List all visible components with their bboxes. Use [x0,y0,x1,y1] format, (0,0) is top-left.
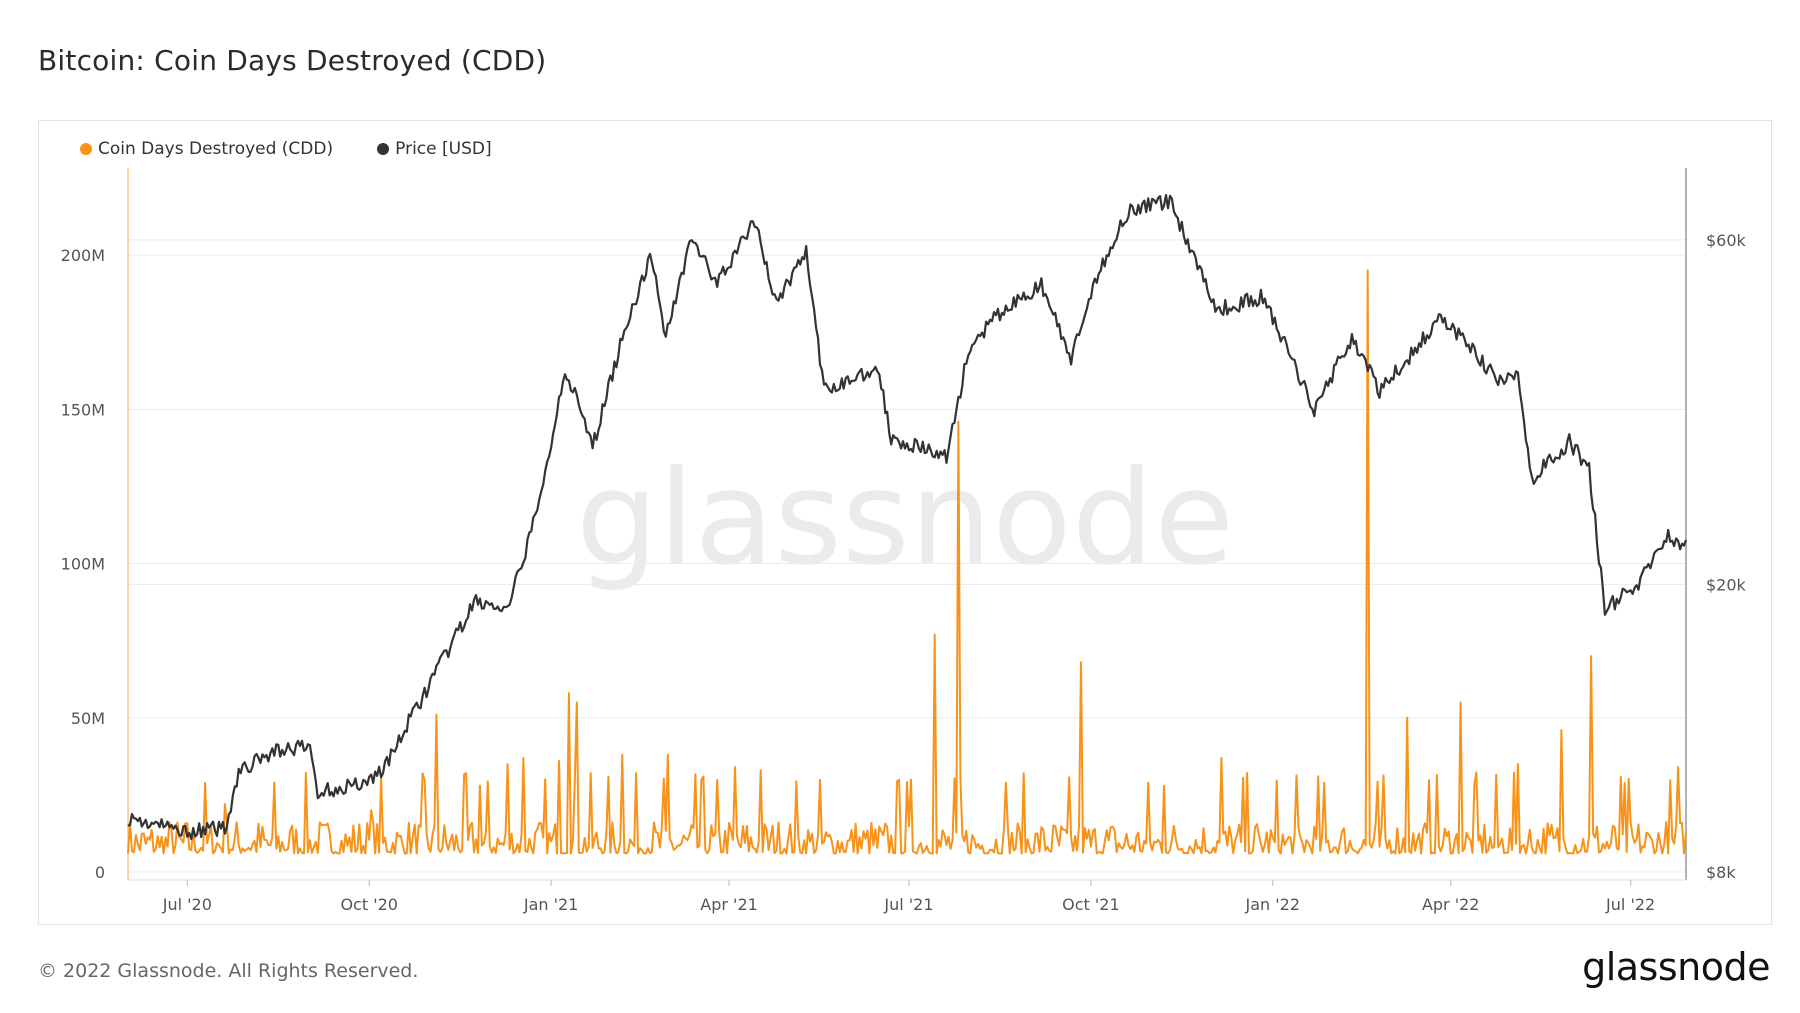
x-tick-label: Jul '21 [883,895,933,914]
grid-lines [128,239,1686,873]
y-tick-left-label: 200M [61,246,105,265]
cdd-series [127,269,1687,855]
y-tick-right-label: $60k [1706,231,1747,250]
y-tick-left-label: 0 [95,863,105,882]
x-tick-label: Jul '22 [1605,895,1655,914]
x-tick-label: Apr '22 [1422,895,1480,914]
axes [127,168,1687,886]
x-tick-label: Jan '21 [523,895,579,914]
price-line [127,194,1688,841]
y-tick-right-label: $8k [1706,863,1736,882]
y-tick-left-label: 150M [61,400,105,419]
y-tick-right-label: $20k [1706,576,1747,595]
legend-dot-price [377,143,390,155]
legend-dot-cdd [80,143,92,155]
y-tick-left-label: 50M [71,709,105,728]
x-tick-label: Apr '21 [700,895,758,914]
watermark-text: glassnode [576,442,1234,594]
legend-label-price: Price [USD] [395,139,492,159]
price-series [127,194,1688,841]
chart-legend: Coin Days Destroyed (CDD) Price [USD] [80,139,492,159]
legend-label-cdd: Coin Days Destroyed (CDD) [98,139,334,159]
x-tick-label: Jan '22 [1245,895,1301,914]
copyright-text: © 2022 Glassnode. All Rights Reserved. [38,960,419,982]
cdd-line [127,269,1687,855]
chart-frame [38,120,1772,925]
tick-labels: 0 50M 100M 150M 200M $8k $20k $60k Jul '20 Oct '2… [61,231,1747,914]
x-tick-label: Jul '20 [162,895,212,914]
legend-item-price[interactable]: Price [USD] [377,139,492,159]
legend-item-cdd[interactable]: Coin Days Destroyed (CDD) [80,139,333,159]
y-tick-left-label: 100M [61,555,105,574]
x-tick-label: Oct '21 [1062,895,1120,914]
x-tick-label: Oct '20 [340,895,398,914]
chart-title: Bitcoin: Coin Days Destroyed (CDD) [38,44,547,77]
glassnode-logo: glassnode [1582,945,1770,989]
